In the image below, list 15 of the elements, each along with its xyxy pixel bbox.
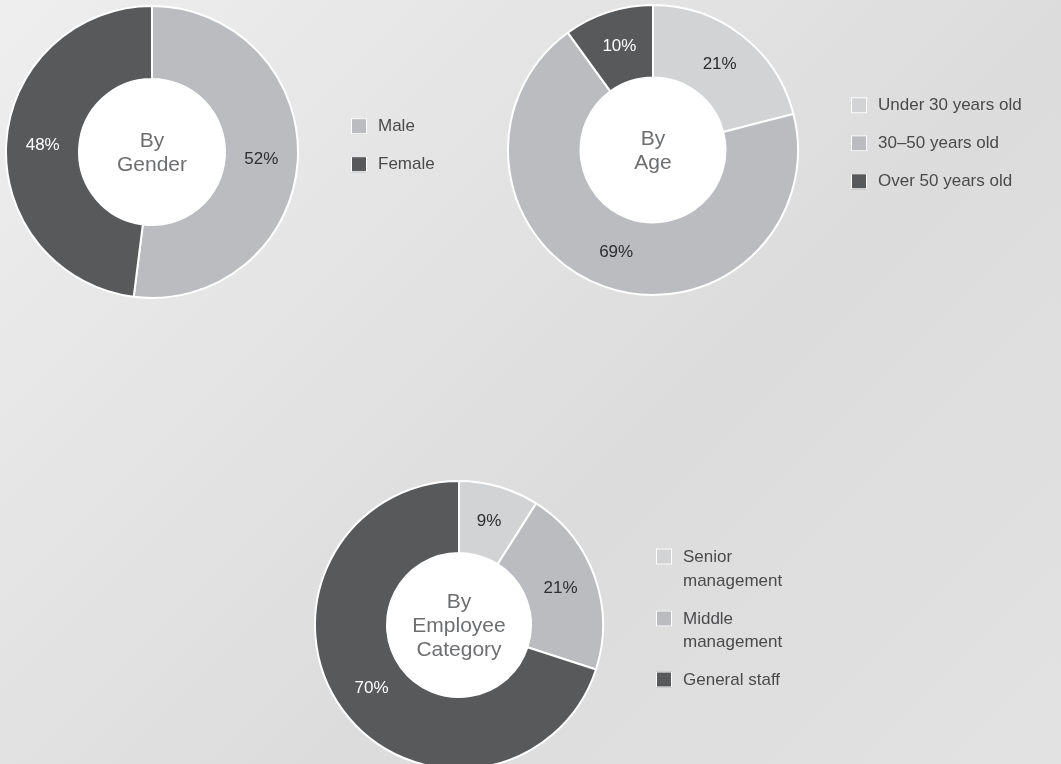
legend-label: Over 50 years old [878, 169, 1013, 192]
legend-label: General staff [683, 668, 781, 691]
legend-label: Female [378, 153, 435, 175]
data-label: 9% [476, 510, 502, 530]
data-label: 69% [599, 242, 634, 262]
data-label: 52% [244, 148, 279, 168]
data-label: 48% [25, 134, 60, 154]
legend-label: Senior management [683, 545, 784, 592]
data-label: 10% [602, 36, 637, 56]
legend-label: Middle management [683, 607, 784, 653]
legend-label: Male [378, 115, 415, 138]
data-label: 70% [354, 678, 389, 698]
data-label: 21% [543, 578, 578, 598]
legend-label: 30–50 years old [878, 132, 999, 155]
legend-label: Under 30 years old [878, 94, 1022, 117]
